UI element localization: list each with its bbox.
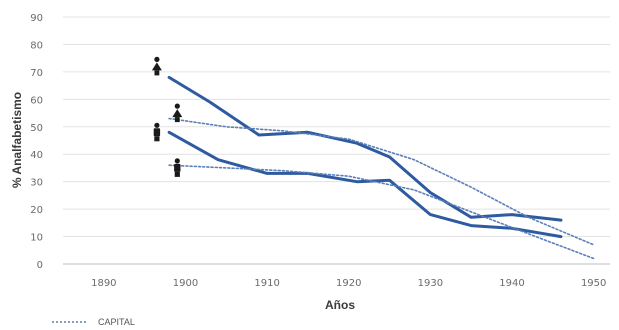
x-tick-label-1890: 1890 <box>91 278 116 289</box>
x-tick-label-1900: 1900 <box>173 278 198 289</box>
female-figure-icon <box>172 103 183 123</box>
y-tick-label-80: 80 <box>30 40 43 51</box>
x-tick-label-1940: 1940 <box>499 278 524 289</box>
figure-dress-1 <box>172 109 183 118</box>
male-figure-icon <box>153 122 161 142</box>
figure-head-3 <box>174 158 180 164</box>
y-tick-label-20: 20 <box>30 205 43 216</box>
person-markers <box>151 56 183 177</box>
male-figure-icon <box>174 158 181 177</box>
y-tick-label-90: 90 <box>30 13 43 24</box>
x-tick-label-1950: 1950 <box>581 278 606 289</box>
y-axis-title: % Analfabetismo <box>10 92 24 188</box>
series-line-3 <box>168 164 595 260</box>
figure-legs-1 <box>174 117 180 123</box>
figure-torso-2 <box>153 128 161 137</box>
series-line-1 <box>167 130 563 239</box>
x-tick-label-1930: 1930 <box>418 278 443 289</box>
x-axis-title: Años <box>325 298 355 312</box>
figure-head-2 <box>154 122 160 128</box>
figure-head-1 <box>174 103 180 109</box>
series-line-0 <box>167 75 563 222</box>
x-axis-ticks: 1890 1900 1910 1920 1930 1940 1950 <box>91 278 606 289</box>
figure-legs-2 <box>154 136 160 142</box>
figure-head-0 <box>154 56 160 62</box>
y-tick-label-70: 70 <box>30 68 43 79</box>
figure-legs-3 <box>174 171 180 177</box>
figure-legs-0 <box>154 70 160 76</box>
y-tick-label-0: 0 <box>37 260 43 271</box>
gridlines <box>63 16 610 265</box>
y-axis-ticks: 0 10 20 30 40 50 60 70 80 90 <box>30 13 43 271</box>
figure-torso-3 <box>174 163 181 172</box>
legend-label-capital: CAPITAL <box>98 317 135 327</box>
x-tick-label-1920: 1920 <box>336 278 361 289</box>
legend: CAPITAL <box>52 317 135 327</box>
y-tick-label-50: 50 <box>30 123 43 134</box>
y-tick-label-10: 10 <box>30 233 43 244</box>
y-tick-label-30: 30 <box>30 178 43 189</box>
series-lines <box>167 75 595 260</box>
female-figure-icon <box>151 56 162 76</box>
series-line-2 <box>168 117 595 246</box>
figure-dress-0 <box>151 62 162 71</box>
x-tick-label-1910: 1910 <box>254 278 279 289</box>
y-tick-label-40: 40 <box>30 150 43 161</box>
y-tick-label-60: 60 <box>30 95 43 106</box>
